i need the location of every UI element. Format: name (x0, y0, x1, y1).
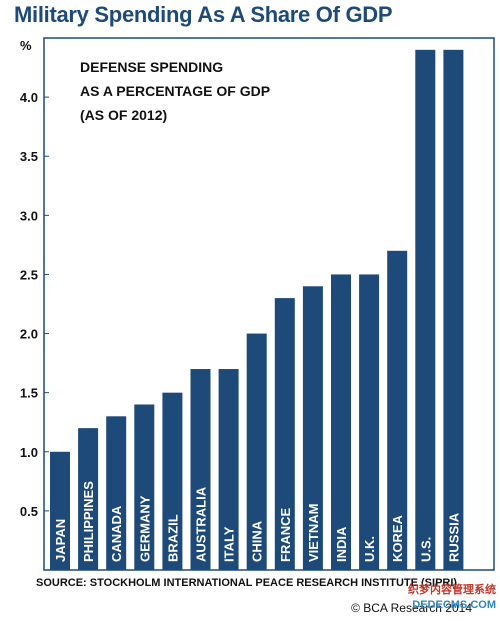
bar-us (415, 49, 436, 571)
bar-russia (443, 49, 464, 571)
bar-uk (359, 274, 380, 570)
bars: JAPAN PHILIPPINES CANADA GERMANY BRAZIL AUSTR… (50, 49, 464, 571)
bar-korea (387, 250, 408, 571)
source-note: SOURCE: STOCKHOLM INTERNATIONAL PEACE RE… (36, 577, 458, 589)
bar-brazil (162, 392, 183, 570)
bar-germany (134, 404, 155, 570)
bar-label: KOREA (390, 514, 405, 562)
bar-label: GERMANY (137, 495, 152, 562)
bar-label: CANADA (109, 505, 124, 562)
bar-label: AUSTRALIA (194, 486, 209, 562)
bar-label: PHILIPPINES (81, 481, 96, 562)
y-tick-label: 4.0 (20, 90, 38, 105)
bar-label: VIETNAM (306, 504, 321, 563)
y-axis-ticks: 0.5 1.0 1.5 2.0 2.5 3.0 3.5 4.0 (20, 90, 49, 519)
annotation-line-1: DEFENSE SPENDING (80, 59, 223, 75)
chart-title: Military Spending As A Share Of GDP (14, 2, 393, 27)
plot-frame (43, 37, 495, 571)
annotation-box: DEFENSE SPENDING AS A PERCENTAGE OF GDP (A… (80, 59, 270, 123)
bar-canada (106, 416, 127, 570)
bar-label: FRANCE (278, 508, 293, 562)
bar-label: U.S. (418, 537, 433, 562)
watermark-line-2: DEDECMS.COM (412, 599, 496, 611)
watermark: 织梦内容管理系统 DEDECMS.COM (386, 583, 496, 613)
bar-label: INDIA (334, 526, 349, 562)
bar-label: BRAZIL (165, 514, 180, 562)
y-axis-unit-label: % (20, 38, 32, 53)
y-tick-label: 3.0 (20, 208, 38, 223)
annotation-line-3: (AS OF 2012) (80, 107, 167, 123)
bar-italy (218, 369, 239, 570)
bar-label: ITALY (222, 526, 237, 562)
bar-china (246, 333, 267, 570)
y-tick-label: 1.0 (20, 445, 38, 460)
bar-japan (50, 451, 70, 570)
y-tick-label: 2.5 (20, 267, 38, 282)
bar-label: CHINA (250, 520, 265, 562)
bar-vietnam (302, 286, 323, 570)
y-tick-label: 3.5 (20, 149, 38, 164)
y-tick-label: 1.5 (20, 386, 38, 401)
y-tick-label: 0.5 (20, 504, 38, 519)
bar-france (274, 298, 295, 570)
bar-label: U.K. (362, 536, 377, 562)
bar-india (331, 274, 351, 570)
y-tick-label: 2.0 (20, 327, 38, 342)
copyright-credit: © BCA Research 2014 (351, 601, 472, 615)
bar-philippines (78, 428, 99, 570)
bar-australia (190, 369, 211, 570)
annotation-line-2: AS A PERCENTAGE OF GDP (80, 83, 270, 99)
bar-label: RUSSIA (446, 512, 461, 562)
watermark-line-1: 织梦内容管理系统 (408, 584, 496, 596)
bar-label: JAPAN (53, 519, 68, 562)
